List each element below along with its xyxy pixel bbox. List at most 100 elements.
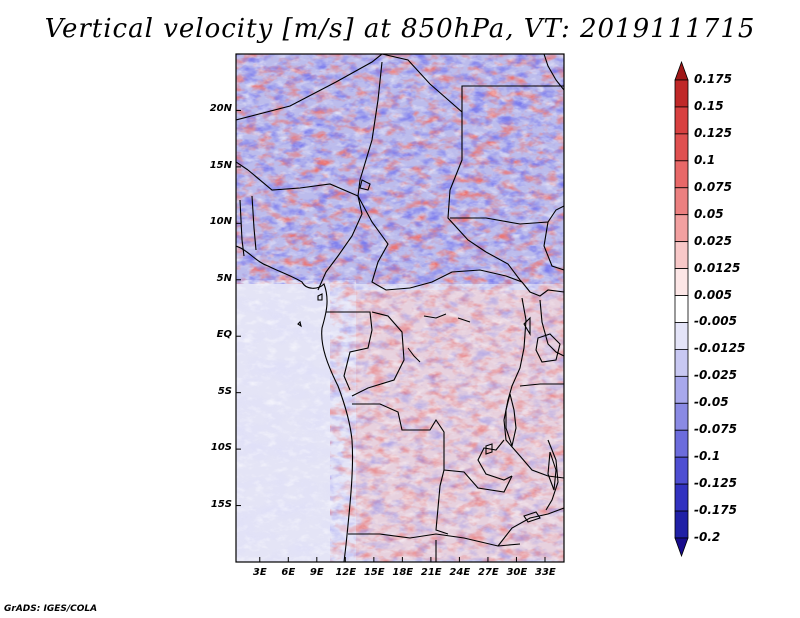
coastline — [236, 245, 354, 562]
border-niger-chad — [357, 61, 383, 197]
lon-label: 12E — [335, 567, 357, 578]
lat-label: 10N — [209, 216, 232, 228]
border-cameroon-chad — [357, 195, 411, 291]
lat-label: 15S — [210, 498, 232, 510]
lat-label: 5S — [217, 385, 232, 397]
border-zambia-zimbabwe — [497, 507, 564, 547]
border-drc-zambia — [477, 439, 513, 481]
lake-mweru — [485, 443, 493, 455]
colorbar-swatch — [674, 456, 689, 485]
lat-label: 20N — [209, 103, 232, 115]
lon-label: 24E — [449, 567, 471, 578]
lon-label: 9E — [309, 567, 324, 578]
lat-label: EQ — [216, 329, 232, 341]
lat-label: 10S — [210, 442, 232, 454]
colorbar-swatch — [674, 295, 689, 323]
colorbar-swatch — [674, 160, 689, 189]
border-niger-nigeria — [247, 169, 359, 197]
map-frame — [235, 53, 565, 563]
lake-malawi — [547, 451, 557, 491]
lon-label: 27E — [477, 567, 499, 578]
colorbar-label: -0.075 — [694, 422, 737, 437]
colorbar-label: 0.075 — [694, 179, 732, 194]
colorbar-swatch — [674, 402, 689, 431]
border-cameroon-gabon — [326, 311, 373, 331]
border-southsudan-drc — [521, 281, 564, 297]
colorbar-label: -0.125 — [694, 476, 737, 491]
colorbar-swatch — [674, 322, 689, 350]
colorbar-label: -0.05 — [694, 395, 729, 410]
border-uganda-drc — [507, 297, 527, 401]
colorbar-label: -0.025 — [694, 368, 737, 383]
colorbar-swatch — [674, 214, 689, 243]
border-libya-sudan — [461, 85, 564, 112]
border-malawi — [545, 439, 559, 511]
colorbar — [674, 60, 689, 558]
credit-text: GrADS: IGES/COLA — [4, 604, 98, 614]
lon-label: 30E — [506, 567, 528, 578]
colorbar-swatch — [674, 510, 689, 539]
colorbar-label: -0.175 — [694, 503, 737, 518]
colorbar-top-arrow — [674, 60, 689, 81]
axis-ticks — [236, 109, 546, 562]
colorbar-label: 0.025 — [694, 233, 732, 248]
lon-label: 33E — [534, 567, 556, 578]
colorbar-bottom-arrow — [674, 537, 689, 558]
border-sudan-southsudan — [450, 205, 564, 225]
page-title: Vertical velocity [m/s] at 850hPa, VT: 2… — [44, 14, 756, 44]
colorbar-swatch — [674, 375, 689, 404]
border-car-sudan — [485, 251, 523, 283]
lat-label: 15N — [209, 159, 232, 171]
colorbar-swatch — [674, 187, 689, 216]
island-bioko — [317, 293, 323, 301]
border-chad-sudan — [447, 112, 487, 253]
lon-label: 21E — [420, 567, 442, 578]
border-algeria-niger — [236, 54, 383, 121]
colorbar-label: -0.1 — [694, 449, 721, 464]
island-sao-tome — [297, 320, 302, 328]
lon-label: 15E — [363, 567, 385, 578]
colorbar-label: 0.05 — [694, 206, 724, 221]
field-whitecap — [236, 54, 564, 562]
lon-label: 3E — [252, 567, 267, 578]
lat-label: 5N — [216, 272, 232, 284]
lon-label: 18E — [392, 567, 414, 578]
colorbar-label: 0.0125 — [694, 260, 741, 275]
colorbar-swatch — [674, 483, 689, 512]
borders-layer — [236, 54, 564, 562]
river-congo — [407, 313, 471, 363]
lon-label: 6E — [281, 567, 296, 578]
border-gabon-congo — [343, 329, 373, 391]
border-car-south — [409, 269, 523, 289]
border-niger-libya — [381, 54, 463, 113]
border-benin-nigeria — [251, 195, 257, 251]
colorbar-swatch — [674, 106, 689, 135]
colorbar-swatch — [674, 79, 689, 108]
colorbar-label: -0.005 — [694, 314, 737, 329]
colorbar-swatch — [674, 133, 689, 162]
lake-kariba — [523, 511, 541, 523]
field-layer — [236, 54, 564, 562]
lake-tanganyika — [505, 393, 517, 449]
colorbar-swatch — [674, 429, 689, 458]
colorbar-swatch — [674, 241, 689, 269]
colorbar-label: -0.2 — [694, 530, 721, 544]
colorbar-label: 0.125 — [694, 125, 732, 140]
border-nigeria-cameroon — [317, 195, 363, 291]
colorbar-swatch — [674, 349, 689, 377]
border-tanzania — [519, 383, 564, 387]
coast-red-sea — [543, 54, 564, 91]
colorbar-label: 0.005 — [694, 287, 732, 302]
border-mali-niger — [236, 161, 249, 171]
colorbar-label: -0.0125 — [694, 341, 746, 356]
border-ethiopia — [543, 221, 564, 271]
border-congo-drc — [351, 311, 405, 397]
colorbar-label: 0.1 — [694, 152, 716, 167]
colorbar-swatch — [674, 268, 689, 296]
colorbar-label: 0.175 — [694, 72, 732, 86]
border-kenya-uganda — [539, 299, 564, 357]
lake-albert — [523, 316, 531, 336]
colorbar-label: 0.15 — [694, 98, 724, 113]
border-drc-tanzania — [503, 399, 564, 479]
